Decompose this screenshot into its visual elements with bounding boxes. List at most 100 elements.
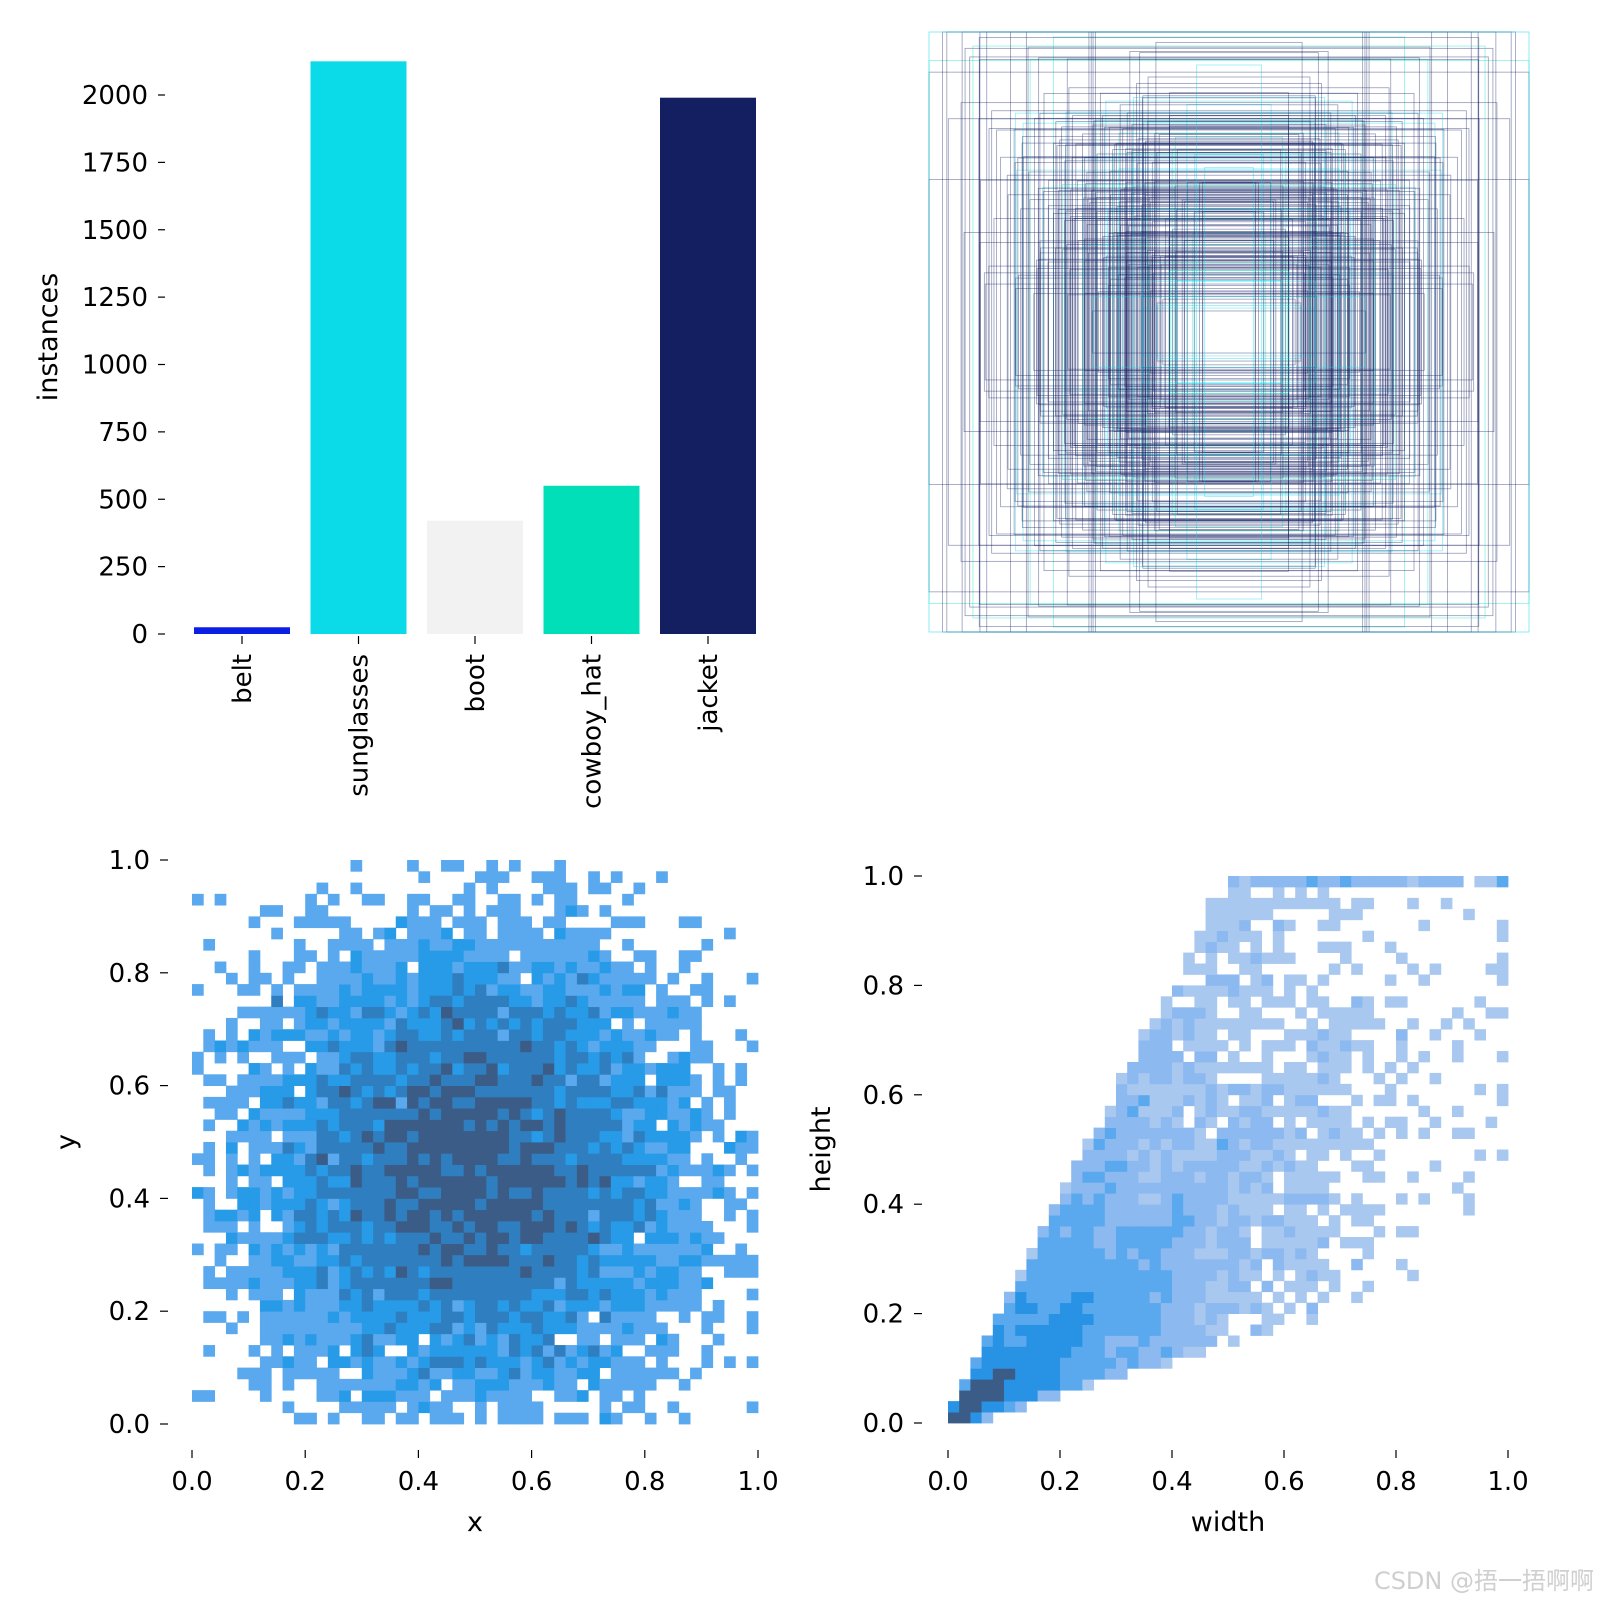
heatmap-cell	[1284, 1247, 1296, 1260]
heatmap-cell	[225, 1209, 238, 1222]
heatmap-cell	[1340, 1083, 1352, 1096]
heatmap-cell	[1060, 1335, 1072, 1347]
heatmap-cell	[1149, 1237, 1162, 1249]
heatmap-cell	[701, 938, 714, 951]
heatmap-cell	[1216, 1083, 1229, 1096]
heatmap-cell	[1194, 1083, 1206, 1096]
heatmap-cell	[1272, 1193, 1285, 1205]
heatmap-cell	[486, 1074, 499, 1086]
heatmap-cell	[407, 916, 419, 929]
heatmap-cell	[1496, 1094, 1509, 1107]
heatmap-cell	[452, 1345, 465, 1357]
heatmap-cell	[259, 1254, 272, 1267]
heatmap-cell	[1071, 1291, 1083, 1304]
heatmap-cell	[992, 1313, 1005, 1325]
heatmap-cell	[992, 1357, 1005, 1369]
box-outline	[1000, 156, 1458, 508]
heatmap-cell	[339, 1333, 351, 1346]
heatmap-cell	[554, 1051, 566, 1064]
box-outline	[1176, 149, 1282, 515]
heatmap-cell	[644, 1142, 657, 1154]
heatmap-cell	[554, 1085, 566, 1098]
heatmap-cell	[622, 1243, 634, 1256]
heatmap-cell	[486, 1096, 499, 1109]
heatmap-cell	[565, 1277, 578, 1290]
heatmap-cell	[271, 905, 283, 917]
heatmap-cell	[1172, 1324, 1184, 1336]
heatmap-cell	[237, 984, 249, 996]
heatmap-cell	[373, 950, 385, 962]
heatmap-cell	[599, 1040, 612, 1053]
heatmap-cell	[1160, 1018, 1173, 1030]
heatmap-cell	[992, 1368, 1005, 1380]
box-outline	[1107, 285, 1351, 379]
heatmap-cell	[395, 1017, 408, 1030]
heatmap-cell	[508, 1029, 521, 1041]
heatmap-cell	[1228, 941, 1240, 953]
box-outline	[1142, 121, 1316, 543]
heatmap-cell	[486, 1322, 499, 1335]
heatmap-cell	[599, 927, 612, 940]
box-outline	[1061, 126, 1397, 538]
heatmap-cell	[1306, 1160, 1318, 1172]
heatmap-cell	[644, 1254, 657, 1267]
heatmap-cell	[1340, 1127, 1352, 1139]
heatmap-cell	[463, 882, 476, 895]
heatmap-cell	[554, 950, 566, 962]
heatmap-cell	[1160, 1346, 1173, 1358]
heatmap-cell	[475, 1164, 487, 1177]
heatmap-cell	[508, 995, 521, 1008]
heatmap-cell	[463, 1356, 476, 1368]
heatmap-cell	[1194, 1346, 1206, 1358]
heatmap-cell	[271, 1096, 283, 1109]
heatmap-cell	[475, 1333, 487, 1346]
heatmap-cell	[1183, 1182, 1195, 1194]
heatmap-cell	[542, 916, 555, 929]
heatmap-cell	[678, 916, 691, 929]
heatmap-cell	[1250, 952, 1262, 964]
heatmap-cell	[1149, 1061, 1162, 1074]
heatmap-cell	[690, 1074, 702, 1086]
heatmap-cell	[1250, 908, 1262, 921]
heatmap-cell	[350, 1029, 363, 1041]
heatmap-cell	[463, 1266, 476, 1278]
heatmap-cell	[992, 1379, 1005, 1391]
heatmap-cell	[746, 1266, 759, 1278]
heatmap-cell	[407, 1311, 419, 1323]
heatmap-cell	[520, 1040, 532, 1053]
heatmap-cell	[1261, 1105, 1274, 1118]
heatmap-cell	[531, 1367, 544, 1380]
box-outline	[1056, 145, 1402, 519]
heatmap-cell	[225, 1243, 238, 1256]
heatmap-cell	[1250, 1083, 1262, 1096]
heatmap-cell	[1328, 1018, 1341, 1030]
heatmap-cell	[1093, 1346, 1106, 1358]
heatmap-cell	[542, 1220, 555, 1233]
heatmap-cell	[690, 1164, 702, 1177]
heatmap-cell	[327, 1153, 340, 1165]
heatmap-cell	[531, 1220, 544, 1233]
heatmap-cell	[361, 1277, 374, 1290]
heatmap-cell	[588, 1153, 600, 1165]
heatmap-cell	[282, 1187, 295, 1199]
heatmap-cell	[599, 1209, 612, 1222]
heatmap-cell	[656, 1029, 668, 1041]
heatmap-cell	[1093, 1258, 1106, 1271]
heatmap-cell	[327, 1220, 340, 1233]
heatmap-cell	[610, 1119, 623, 1132]
heatmap-cell	[948, 1412, 960, 1424]
heatmap-cell	[373, 1209, 385, 1222]
heatmap-cell	[1160, 1247, 1173, 1260]
heatmap-cell	[599, 1006, 612, 1019]
heatmap-cell	[282, 1175, 295, 1188]
heatmap-cell	[361, 1311, 374, 1323]
heatmap-cell	[508, 1153, 521, 1165]
heatmap-cell	[463, 972, 476, 985]
heatmap-cell	[259, 1074, 272, 1086]
heatmap-cell	[395, 1243, 408, 1256]
heatmap-cell	[588, 1187, 600, 1199]
heatmap-cell	[259, 1198, 272, 1211]
box-outline	[1075, 207, 1383, 457]
heatmap-cell	[520, 1378, 532, 1391]
box-outline	[1153, 251, 1305, 413]
